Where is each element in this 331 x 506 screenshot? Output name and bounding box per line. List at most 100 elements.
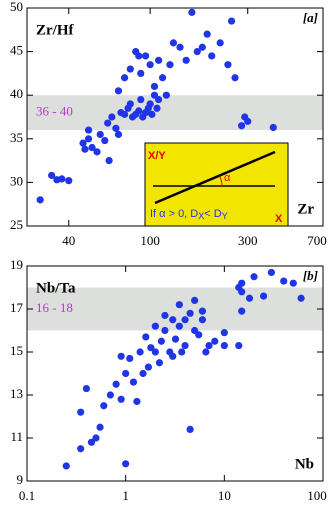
point	[101, 136, 109, 145]
point	[181, 316, 189, 324]
point	[216, 39, 224, 47]
point	[88, 143, 96, 152]
point	[267, 268, 276, 277]
x-tick-label: 100	[307, 488, 327, 503]
inset-sub-y: Y	[222, 211, 228, 221]
point	[198, 307, 207, 315]
point	[146, 100, 154, 108]
point	[181, 341, 189, 350]
point	[120, 110, 129, 118]
point	[136, 348, 144, 356]
point	[114, 130, 123, 139]
x-tick-label: 1	[122, 488, 129, 503]
x-tick-label: 10	[218, 488, 231, 503]
reference-band	[27, 287, 323, 331]
point	[84, 126, 93, 134]
point	[82, 384, 91, 393]
point	[65, 177, 73, 185]
point	[126, 354, 134, 363]
y-tick-label: 17	[10, 300, 24, 315]
point	[161, 326, 169, 335]
point	[227, 17, 236, 25]
point	[151, 322, 159, 330]
point	[193, 48, 201, 56]
point	[139, 369, 147, 378]
point	[186, 425, 194, 433]
point	[48, 171, 56, 180]
point	[220, 341, 228, 350]
y-axis-label: Nb/Ta	[36, 280, 76, 296]
point	[150, 82, 159, 91]
point	[112, 124, 120, 132]
point	[104, 119, 112, 127]
point	[146, 61, 154, 69]
point	[120, 74, 129, 82]
band-label: 16 - 18	[36, 300, 73, 315]
point	[117, 352, 125, 360]
y-tick-label: 13	[10, 386, 23, 401]
point	[259, 292, 268, 300]
point	[158, 74, 167, 82]
inset-condition-text: If α > 0, D	[150, 208, 198, 220]
point	[238, 288, 246, 296]
point	[62, 462, 70, 470]
point	[175, 301, 183, 309]
point	[178, 348, 186, 356]
point	[280, 277, 288, 285]
y-tick-label: 9	[17, 472, 24, 487]
point	[188, 8, 196, 16]
point	[171, 335, 180, 343]
point	[147, 344, 155, 352]
x-tick-label: 40	[62, 233, 75, 248]
point	[122, 460, 130, 468]
y-tick-label: 30	[10, 173, 23, 188]
point	[96, 423, 104, 431]
y-tick-label: 19	[10, 257, 23, 272]
x-tick-label: 0.1	[19, 488, 35, 503]
y-tick-label: 40	[10, 86, 23, 101]
y-tick-label: 50	[10, 0, 23, 14]
inset-condition: If α > 0, DX< DY	[150, 208, 228, 221]
inset-angle: α	[224, 172, 231, 184]
point	[203, 30, 211, 38]
point	[100, 402, 108, 410]
point	[141, 52, 150, 60]
point	[77, 445, 85, 453]
plot-frame	[26, 265, 324, 482]
y-axis-label: Zr/Hf	[36, 22, 74, 38]
band-label: 36 - 40	[36, 104, 73, 119]
x-tick-label: 700	[307, 233, 327, 248]
point	[238, 122, 246, 130]
x-axis-label: Zr	[297, 201, 314, 217]
point	[77, 408, 85, 416]
point	[191, 296, 199, 304]
point	[87, 438, 96, 446]
point	[238, 307, 246, 315]
y-tick-label: 15	[10, 343, 23, 358]
point	[84, 135, 93, 143]
x-tick-label: 100	[140, 233, 160, 248]
point	[231, 74, 239, 82]
y-tick-label: 45	[10, 43, 23, 58]
point	[112, 380, 120, 388]
point	[211, 337, 219, 345]
point	[151, 348, 159, 356]
y-tick-label: 35	[10, 130, 23, 145]
point	[224, 61, 232, 69]
point	[129, 378, 138, 386]
point	[92, 434, 100, 442]
point	[155, 359, 164, 367]
point	[137, 69, 145, 77]
point	[153, 104, 161, 112]
point	[195, 331, 203, 339]
point	[166, 61, 174, 69]
point	[126, 65, 134, 73]
point	[58, 175, 66, 183]
x-tick-label: 300	[238, 233, 258, 248]
y-tick-label: 11	[10, 429, 23, 444]
point	[250, 273, 258, 281]
y-tick-label: 25	[10, 217, 23, 232]
point	[122, 369, 130, 378]
inset: X/Y α If α > 0, DX< DY X	[144, 142, 289, 227]
inset-y-label: X/Y	[148, 150, 166, 162]
